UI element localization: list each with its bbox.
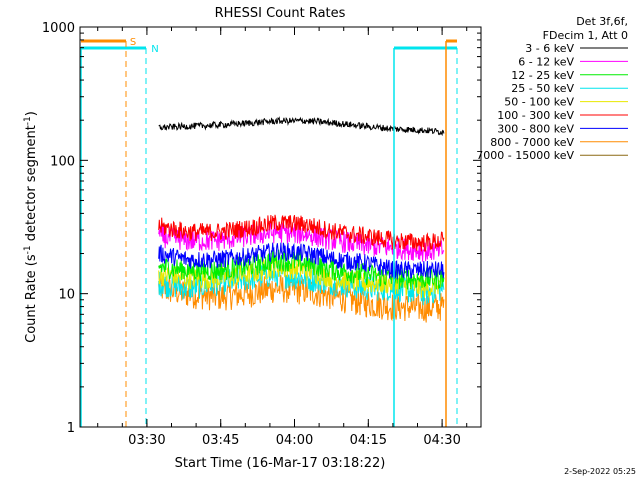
chart-title: RHESSI Count Rates <box>215 6 346 21</box>
y-tick-label: 100 <box>50 154 75 169</box>
legend-label: 100 - 300 keV <box>497 109 574 122</box>
y-axis-ticks: 1 10 100 1000 <box>42 21 481 436</box>
x-tick-label: 04:30 <box>423 433 460 448</box>
series-line-300-800-kev <box>158 242 445 280</box>
x-tick-label: 03:45 <box>202 433 239 448</box>
y-axis-label-sup2: -1 <box>23 116 33 125</box>
series-line-12-25-kev <box>158 249 445 291</box>
legend-label: 800 - 7000 keV <box>490 136 574 149</box>
legend-label: 300 - 800 keV <box>497 122 574 135</box>
legend-label: 3 - 6 keV <box>525 42 574 55</box>
y-axis-label-sup1: -1 <box>23 245 33 254</box>
night-label: N <box>151 44 158 55</box>
x-axis-label: Start Time (16-Mar-17 03:18:22) <box>175 456 386 471</box>
saa-label: S <box>130 37 136 48</box>
legend-label: 12 - 25 keV <box>511 69 574 82</box>
series-line-100-300-kev <box>158 214 445 253</box>
legend-label: 6 - 12 keV <box>518 55 574 68</box>
data-traces <box>158 116 445 323</box>
y-axis-label-main: Count Rate (s <box>24 254 39 343</box>
plot-frame <box>79 26 482 428</box>
y-tick-label: 10 <box>58 288 75 303</box>
y-axis-label: Count Rate (s-1 detector segment-1) <box>23 111 39 343</box>
legend-label: 50 - 100 keV <box>504 96 574 109</box>
x-tick-label: 04:00 <box>276 433 313 448</box>
y-tick-label: 1000 <box>42 21 75 36</box>
legend-label: 25 - 50 keV <box>511 82 574 95</box>
x-tick-label: 03:30 <box>128 433 165 448</box>
x-tick-label: 04:15 <box>350 433 387 448</box>
y-axis-label-end: ) <box>24 111 39 116</box>
y-axis-label-mid: detector segment <box>24 125 39 245</box>
y-tick-label: 1 <box>67 421 75 436</box>
legend-header-1: Det 3f,6f, <box>576 15 628 28</box>
x-axis-ticks: 03:30 03:45 04:00 04:15 04:30 <box>97 27 468 448</box>
series-line-25-50-kev <box>158 262 445 306</box>
legend-label: 7000 - 15000 keV <box>476 149 574 162</box>
footer-date: 2-Sep-2022 05:25 <box>564 467 636 476</box>
series-line-6-12-kev <box>158 220 445 262</box>
legend-header-2: FDecim 1, Att 0 <box>543 29 628 42</box>
series-line-3-6-kev <box>158 116 445 137</box>
